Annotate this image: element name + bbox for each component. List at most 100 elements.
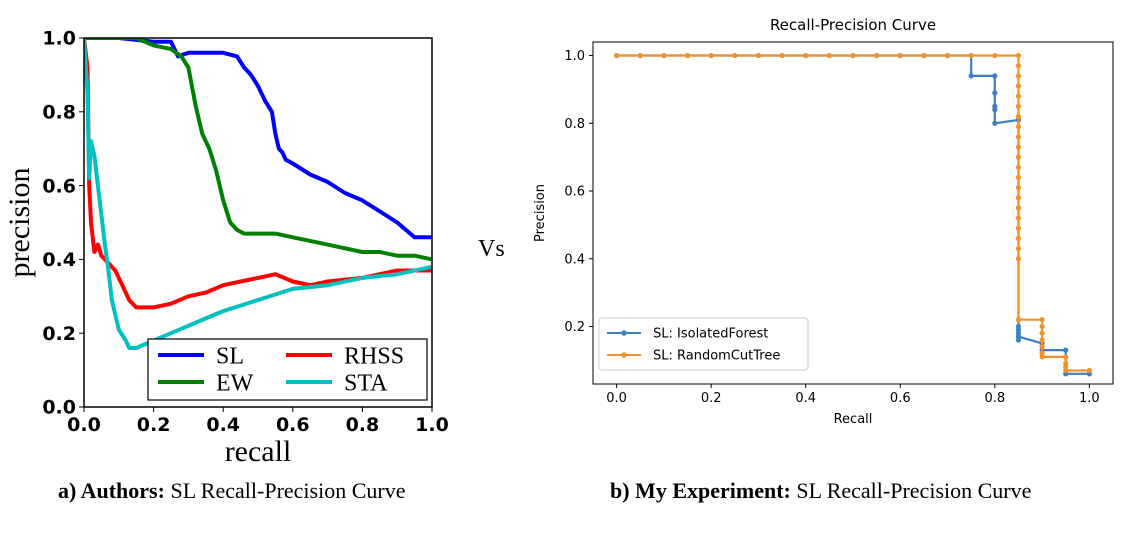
series-1-point [850, 52, 856, 59]
legend: SL: IsolatedForest SL: RandomCutTree [598, 317, 809, 371]
x-tick-label: 0.0 [67, 414, 101, 436]
series-1-point [1086, 367, 1092, 374]
series-1-point [1015, 195, 1022, 201]
series-1-point [637, 52, 643, 59]
left-caption: a) Authors: SL Recall-Precision Curve [58, 478, 405, 504]
y-tick-label: 0.8 [42, 101, 76, 123]
series-1-point [1039, 330, 1045, 336]
authors-chart: 0.0 0.2 0.4 0.6 0.8 1.0 0.0 0.2 0.4 0.6 0.8 1.0 reca… [3, 28, 449, 468]
series-1-point [1063, 367, 1069, 374]
legend-marker [621, 352, 627, 358]
legend-label: SL [216, 343, 244, 369]
series-1-point [661, 52, 667, 59]
series-1-point [897, 52, 903, 59]
series-1-point [708, 52, 714, 59]
y-tick-label: 0.6 [42, 175, 76, 197]
left-caption-text: SL Recall-Precision Curve [170, 478, 406, 503]
legend-label: RHSS [344, 343, 404, 369]
series-1-point [1015, 103, 1022, 109]
y-tick-label: 0.4 [564, 252, 585, 267]
x-tick-label: 0.6 [276, 414, 310, 436]
legend-item: SL [158, 343, 244, 369]
legend-label: SL: RandomCutTree [653, 349, 780, 364]
series-line-1 [84, 38, 432, 262]
series-0-point [1015, 333, 1022, 340]
chart-title: Recall-Precision Curve [770, 16, 936, 34]
y-tick-label: 0.4 [42, 249, 76, 271]
series-1-point [874, 52, 880, 59]
x-tick-label: 0.8 [984, 391, 1005, 406]
legend-item: EW [158, 370, 254, 396]
right-caption-bold: b) My Experiment: [610, 478, 791, 503]
y-tick-label: 0.2 [42, 323, 76, 345]
series-0-point [992, 107, 998, 113]
series-0-point [992, 73, 998, 79]
legend-label: SL: IsolatedForest [653, 327, 768, 342]
series-1-point [921, 52, 927, 59]
series-1-point [803, 52, 809, 59]
series-1-point [614, 52, 620, 59]
series-1-point [1015, 154, 1022, 160]
series-line-2 [84, 38, 432, 310]
series-line-3 [84, 38, 432, 350]
series-1-point [1015, 63, 1022, 69]
series-0-point [992, 120, 998, 126]
series-1-point [1015, 83, 1022, 89]
series-1-point [1015, 73, 1022, 79]
series-1-point [826, 52, 832, 59]
vs-label: Vs [478, 236, 505, 262]
right-caption: b) My Experiment: SL Recall-Precision Cu… [610, 478, 1031, 504]
series-1-point [1015, 134, 1022, 140]
series-1-point [1039, 323, 1045, 330]
series-1-point [732, 52, 738, 59]
legend-item: RHSS [286, 343, 404, 369]
x-tick-label: 0.6 [890, 391, 911, 406]
series-1-point [1015, 215, 1022, 221]
x-tick-label: 0.2 [137, 414, 171, 436]
legend-item: SL: RandomCutTree [607, 349, 780, 364]
series-1-point [1015, 174, 1022, 181]
y-tick-label: 1.0 [564, 49, 585, 64]
series-1-point [1039, 354, 1045, 360]
series-1-point [1015, 164, 1022, 170]
x-tick-label: 0.0 [606, 391, 627, 406]
series-1-point [968, 52, 974, 59]
x-tick-label: 0.2 [701, 391, 722, 406]
experiment-chart: Recall-Precision Curve 0.0 0.2 0.4 0.6 0.8 1.0… [533, 16, 1114, 427]
x-tick-label: 0.8 [346, 414, 380, 436]
x-tick-label: 0.4 [795, 391, 816, 406]
y-tick-label: 0.6 [564, 185, 585, 200]
series-1-point [1039, 344, 1045, 350]
legend-label: STA [344, 370, 388, 396]
legend-box [598, 317, 809, 371]
series-1-point [779, 52, 785, 59]
x-axis-label: recall [225, 435, 292, 468]
y-tick-label: 0.0 [42, 397, 76, 419]
plot-area [614, 52, 1092, 377]
series-1-point [1015, 245, 1022, 252]
plot-frame [83, 37, 433, 408]
legend-marker [621, 330, 627, 336]
series-1-point [1015, 317, 1022, 323]
series-1-point [1015, 225, 1022, 231]
y-tick-label: 0.8 [564, 117, 585, 132]
series-1-point [1015, 205, 1022, 211]
series-1-point [1015, 144, 1022, 150]
plot-frame [592, 41, 1114, 385]
series-1-point [755, 52, 762, 59]
series-line-0 [84, 38, 432, 240]
legend-item: STA [286, 370, 388, 396]
series-0-point [1063, 347, 1069, 353]
x-axis-label: Recall [834, 412, 873, 427]
series-1-point [1015, 185, 1022, 191]
series-1-point [1015, 52, 1022, 59]
series-0-point [992, 90, 998, 96]
series-1-point [1015, 235, 1022, 241]
y-axis-label: precision [3, 168, 36, 278]
series-1-point [1015, 113, 1022, 120]
series-1-point [1015, 256, 1022, 262]
series-0-point [968, 73, 974, 79]
legend-box [147, 338, 428, 401]
series-1-point [992, 52, 998, 59]
